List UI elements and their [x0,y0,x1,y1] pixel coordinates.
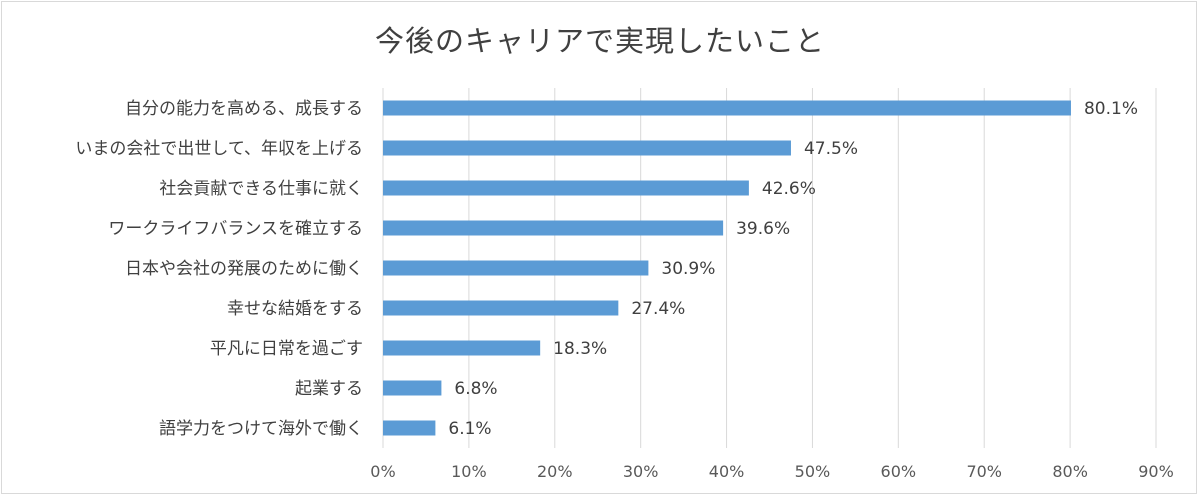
x-tick-label: 10% [451,462,487,481]
category-label: ワークライフバランスを確立する [108,219,363,239]
x-tick-label: 90% [1138,462,1174,481]
category-label: 自分の能力を高める、成長する [125,99,363,119]
data-label: 42.6% [762,179,816,199]
x-tick-label: 0% [370,462,395,481]
x-tick-label: 30% [623,462,659,481]
bar [383,260,649,276]
category-label: 社会貢献できる仕事に就く [159,179,363,199]
bar [383,180,749,196]
data-label: 6.8% [454,379,497,399]
category-label: 幸せな結婚をする [227,299,363,319]
category-label: 日本や会社の発展のために働く [125,259,363,279]
bar [383,220,724,236]
bar [383,380,442,396]
bar [383,300,619,316]
bar [383,340,541,356]
x-tick-label: 50% [795,462,831,481]
bar [383,420,436,436]
bar [383,100,1071,116]
x-tick-label: 70% [966,462,1002,481]
x-tick-label: 80% [1052,462,1088,481]
category-label: 平凡に日常を過ごす [210,339,363,359]
bar [383,140,791,156]
category-label: いまの会社で出世して、年収を上げる [75,139,363,159]
x-tick-label: 20% [537,462,573,481]
data-label: 6.1% [448,419,491,439]
data-label: 47.5% [804,139,858,159]
category-label: 起業する [295,379,363,399]
data-label: 30.9% [661,259,715,279]
x-tick-label: 40% [709,462,745,481]
x-tick-label: 60% [881,462,917,481]
data-label: 18.3% [553,339,607,359]
data-label: 80.1% [1084,99,1138,119]
chart-title: 今後のキャリアで実現したいこと [374,24,825,58]
data-label: 39.6% [736,219,790,239]
category-label: 語学力をつけて海外で働く [159,419,363,439]
data-label: 27.4% [631,299,685,319]
